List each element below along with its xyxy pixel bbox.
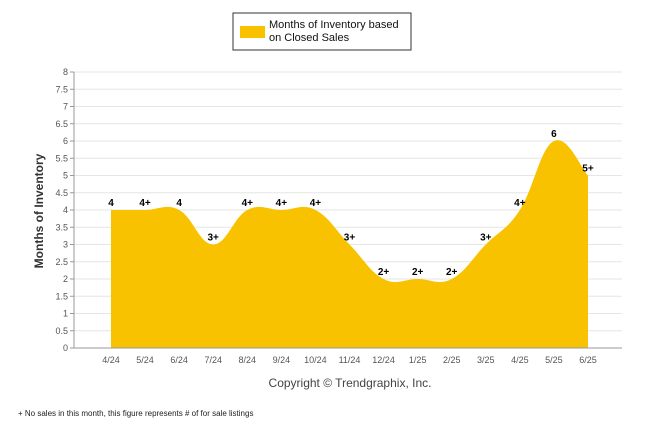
x-tick-label: 8/24	[239, 355, 257, 365]
legend: Months of Inventory based on Closed Sale…	[232, 12, 412, 51]
data-label: 5+	[582, 164, 594, 175]
legend-label-line1: Months of Inventory based	[269, 19, 399, 31]
x-tick-labels: 4/24 5/24 6/24 7/24 8/24 9/24 10/24 11/24 12/24 1…	[102, 355, 597, 365]
x-tick-label: 9/24	[273, 355, 291, 365]
axes	[73, 72, 622, 349]
footnote-text: + No sales in this month, this figure re…	[18, 409, 253, 418]
y-tick-label: 1.5	[55, 291, 68, 301]
data-labels: 4 4+ 4 3+ 4+ 4+ 4+ 3+ 2+ 2+ 2+ 3+ 4+ 6 5+	[108, 129, 594, 278]
y-tick-label: 4.5	[55, 188, 68, 198]
data-label: 2+	[378, 267, 390, 278]
data-label: 3+	[208, 233, 220, 244]
data-label: 4	[176, 198, 182, 209]
y-tick-label: 7	[63, 102, 68, 112]
x-tick-label: 5/25	[545, 355, 563, 365]
y-tick-label: 0	[63, 343, 68, 353]
x-tick-label: 3/25	[477, 355, 495, 365]
data-label: 4	[108, 198, 114, 209]
series-area	[111, 140, 588, 348]
y-tick-label: 7.5	[55, 84, 68, 94]
x-tick-label: 5/24	[136, 355, 154, 365]
data-label: 6	[551, 129, 557, 140]
data-label: 3+	[480, 233, 492, 244]
data-label: 2+	[412, 267, 424, 278]
legend-label-line2: on Closed Sales	[269, 32, 350, 44]
y-tick-labels: 0 0.5 1 1.5 2 2.5 3 3.5 4 4.5 5 5.5 6 6.5 7 7.5 8	[55, 67, 68, 353]
y-tick-label: 8	[63, 67, 68, 77]
x-tick-label: 10/24	[304, 355, 327, 365]
legend-swatch	[240, 26, 265, 38]
x-tick-label: 1/25	[409, 355, 427, 365]
x-tick-label: 4/24	[102, 355, 120, 365]
x-tick-label: 6/24	[170, 355, 188, 365]
data-label: 2+	[446, 267, 458, 278]
y-tick-label: 4	[63, 205, 68, 215]
y-tick-label: 2	[63, 274, 68, 284]
y-tick-label: 1	[63, 309, 68, 319]
copyright-text: Copyright © Trendgraphix, Inc.	[269, 376, 432, 390]
data-label: 4+	[139, 198, 151, 209]
y-tick-label: 0.5	[55, 326, 68, 336]
x-tick-label: 6/25	[579, 355, 597, 365]
x-tick-label: 12/24	[372, 355, 395, 365]
series-area-fill	[111, 140, 588, 348]
data-label: 3+	[344, 233, 356, 244]
data-label: 4+	[242, 198, 254, 209]
y-tick-label: 6.5	[55, 119, 68, 129]
y-tick-label: 6	[63, 136, 68, 146]
y-tick-label: 3	[63, 240, 68, 250]
x-tick-label: 2/25	[443, 355, 461, 365]
data-label: 4+	[276, 198, 288, 209]
y-axis-label: Months of Inventory	[32, 153, 46, 268]
x-tick-label: 4/25	[511, 355, 529, 365]
data-label: 4+	[310, 198, 322, 209]
y-tick-label: 2.5	[55, 257, 68, 267]
data-label: 4+	[514, 198, 526, 209]
x-tick-label: 11/24	[339, 355, 361, 365]
y-tick-label: 5.5	[55, 153, 68, 163]
x-tick-label: 7/24	[204, 355, 222, 365]
y-tick-label: 5	[63, 171, 68, 181]
y-tick-label: 3.5	[55, 222, 68, 232]
